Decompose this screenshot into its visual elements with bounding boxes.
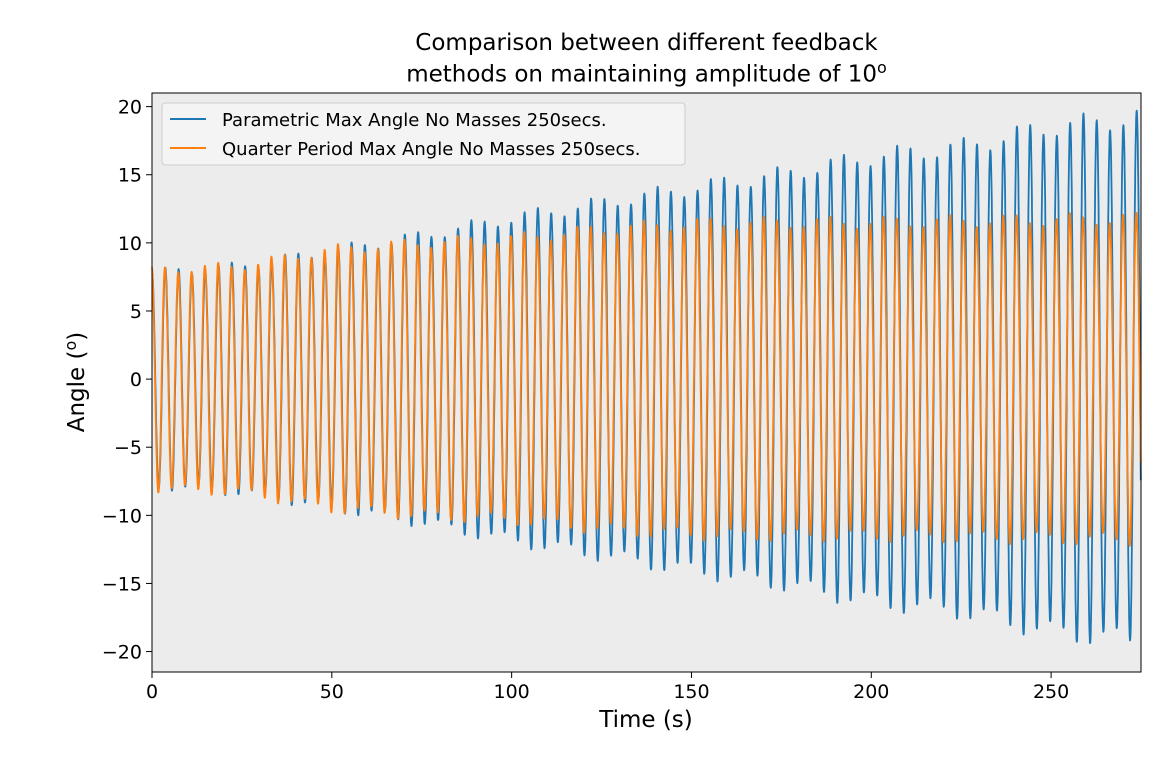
y-tick-label: −20 <box>102 642 142 664</box>
y-tick-label: 5 <box>130 301 142 323</box>
x-axis-label: Time (s) <box>598 707 693 733</box>
y-tick-label: 20 <box>118 97 142 119</box>
x-tick-label: 150 <box>673 681 709 703</box>
x-tick-label: 0 <box>146 681 158 703</box>
plot-frame <box>151 92 1142 673</box>
y-tick-label: 10 <box>118 233 142 255</box>
y-axis-label-superscript: o <box>61 341 80 351</box>
chart-title-line-2: methods on maintaining amplitude of 10o <box>152 58 1141 88</box>
chart-title-line-2-text: methods on maintaining amplitude of 10 <box>406 61 877 88</box>
legend-label-quarter-period: Quarter Period Max Angle No Masses 250se… <box>222 139 640 160</box>
series-line-1 <box>151 211 1142 547</box>
legend-label-parametric: Parametric Max Angle No Masses 250secs. <box>222 110 607 131</box>
y-tick-label: −10 <box>102 505 142 527</box>
chart-title-line-1: Comparison between different feedback <box>415 30 878 56</box>
x-tick-label: 100 <box>494 681 530 703</box>
y-axis: 20 15 10 5 0 −5 −10 −15 −20 <box>102 97 152 664</box>
legend-box <box>161 102 686 166</box>
x-axis: 0 50 100 150 200 250 <box>146 672 1069 703</box>
x-tick-label: 200 <box>853 681 889 703</box>
y-axis-label: Angle (o) <box>61 332 90 433</box>
y-tick-label: −5 <box>114 437 142 459</box>
x-tick-label: 250 <box>1033 681 1069 703</box>
y-tick-label: −15 <box>102 573 142 595</box>
chart-title-superscript: o <box>876 58 887 77</box>
series-layer <box>151 109 1142 644</box>
y-tick-label: 0 <box>130 369 142 391</box>
y-axis-label-suffix: ) <box>64 332 90 341</box>
x-tick-label: 50 <box>320 681 344 703</box>
legend: Parametric Max Angle No Masses 250secs. … <box>161 102 686 166</box>
y-axis-label-prefix: Angle ( <box>64 351 90 433</box>
y-tick-label: 15 <box>118 165 142 187</box>
